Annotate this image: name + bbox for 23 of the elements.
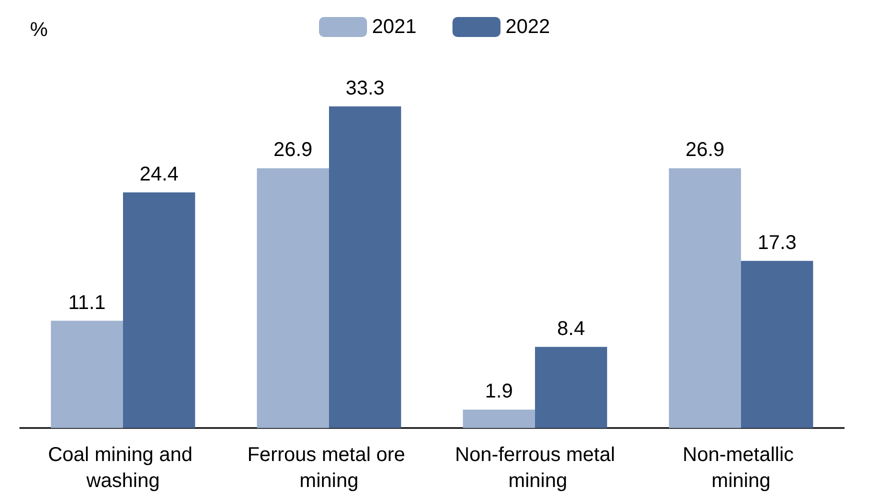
data-label: 26.9 [685, 139, 724, 162]
bar [50, 320, 123, 428]
bar [256, 168, 329, 428]
data-label: 11.1 [68, 292, 106, 314]
bar [741, 260, 814, 428]
legend-label: 2021 [372, 16, 417, 38]
bar [329, 106, 402, 428]
x-tick-label: Non-metallic mining [682, 444, 800, 492]
y-axis-title: % [30, 19, 48, 41]
data-label: 8.4 [557, 318, 585, 340]
bar [123, 192, 196, 428]
bar [668, 168, 741, 428]
x-tick-label: Ferrous metal ore mining [247, 444, 411, 492]
data-label: 1.9 [485, 380, 513, 403]
legend-label: 2022 [506, 16, 550, 38]
x-tick-label: Non-ferrous metal mining [454, 444, 616, 492]
data-label: 26.9 [273, 139, 312, 162]
x-tick-label: Coal mining and washing [48, 444, 198, 492]
data-label: 17.3 [758, 232, 797, 254]
data-label: 33.3 [346, 77, 385, 100]
bar [462, 410, 535, 428]
data-label: 24.4 [140, 163, 179, 186]
bar [535, 346, 608, 428]
